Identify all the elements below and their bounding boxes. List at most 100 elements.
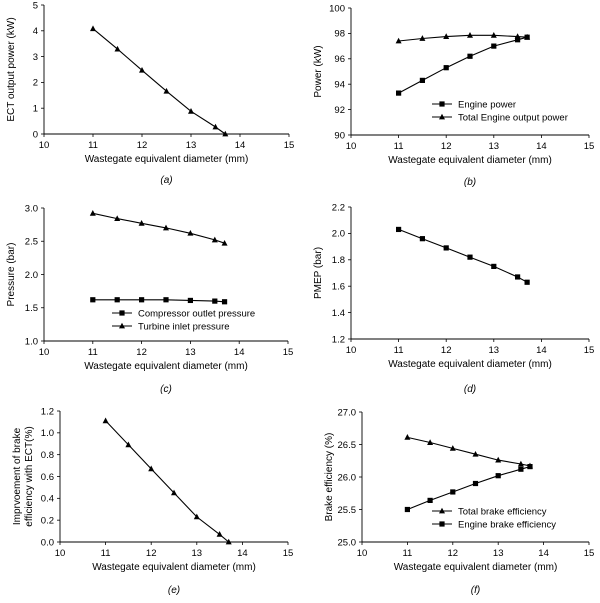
x-tick-label: 14 (536, 141, 547, 152)
data-point (139, 297, 145, 303)
data-point (449, 445, 456, 451)
x-tick-label: 15 (584, 141, 595, 152)
series-line (105, 420, 230, 543)
legend-label: Turbine inlet pressure (138, 321, 230, 332)
data-point (495, 456, 502, 463)
y-tick-label: 1.6 (332, 282, 345, 293)
panel-label: (f) (471, 585, 480, 596)
y-tick-label: 1.2 (41, 406, 54, 417)
legend-marker (439, 113, 445, 120)
y-tick-label: 25.0 (338, 537, 357, 548)
x-tick-label: 10 (39, 140, 50, 151)
x-tick-label: 10 (346, 345, 357, 356)
y-tick-label: 1.5 (25, 303, 38, 314)
legend-marker (439, 101, 445, 107)
data-point (212, 298, 218, 304)
x-tick-label: 11 (88, 347, 98, 358)
series-line (92, 28, 226, 135)
x-tick-label: 15 (283, 548, 294, 559)
chart-2: 10 11 12 13 14 15 90 92 94 96 98 100 Wastegate equiv… (313, 3, 594, 188)
legend: Engine power Total Engine output power (432, 99, 568, 123)
series-line (92, 212, 225, 244)
y-axis-label: PMEP (bar) (313, 247, 324, 299)
y-tick-label: 2 (33, 78, 38, 89)
data-point (193, 513, 200, 520)
y-tick-label: 1.8 (332, 255, 345, 266)
data-point (472, 480, 479, 487)
data-point (221, 299, 228, 305)
series-2 (404, 464, 533, 513)
x-tick-label: 14 (235, 140, 246, 151)
legend-label: Compressor outlet pressure (138, 308, 255, 319)
data-point (221, 239, 228, 246)
data-point (163, 297, 169, 303)
y-tick-label: 1.0 (41, 428, 54, 439)
data-point (517, 460, 524, 467)
x-tick-label: 13 (493, 548, 504, 559)
legend-label: Engine brake efficiency (458, 519, 556, 530)
legend: Total brake efficiency Engine brake effic… (432, 506, 556, 530)
data-point (125, 441, 132, 448)
data-point (490, 32, 497, 38)
x-tick-label: 14 (234, 347, 245, 358)
data-point (404, 434, 411, 440)
legend-marker (439, 521, 445, 527)
x-axis-label: Wastegate equivalent diameter (mm) (84, 361, 248, 372)
data-point (396, 90, 402, 96)
y-axis-label: Imprvoement of brakeefficiency with ECT(… (12, 426, 35, 526)
x-tick-label: 14 (538, 548, 549, 559)
data-point (89, 210, 96, 216)
series-line (398, 34, 528, 42)
data-point (187, 297, 193, 304)
y-tick-label: 96 (334, 54, 345, 65)
x-axis-label: Wastegate equivalent diameter (mm) (388, 359, 552, 370)
y-tick-label: 25.5 (338, 505, 357, 516)
legend: Compressor outlet pressure Turbine inlet … (112, 308, 255, 332)
data-point (443, 33, 450, 39)
y-axis-label-line: efficiency with ECT(%) (24, 426, 35, 526)
data-point (467, 32, 473, 38)
x-tick-label: 14 (237, 548, 248, 559)
x-tick-label: 11 (101, 548, 111, 559)
x-tick-label: 12 (137, 140, 148, 151)
x-tick-label: 15 (284, 140, 295, 151)
data-point (514, 33, 521, 39)
x-axis-label: Wastegate equivalent diameter (mm) (394, 562, 558, 573)
y-tick-label: 2.5 (25, 237, 38, 248)
data-point (443, 245, 449, 251)
y-tick-label: 0.6 (41, 472, 54, 483)
data-point (450, 489, 456, 495)
x-tick-label: 15 (584, 345, 595, 356)
x-tick-label: 12 (441, 141, 452, 152)
data-point (427, 439, 434, 445)
data-point (491, 263, 497, 269)
series-2 (89, 210, 228, 246)
legend-label: Total brake efficiency (458, 506, 547, 517)
x-tick-label: 13 (489, 345, 500, 356)
y-tick-label: 1.0 (25, 336, 38, 347)
x-tick-label: 11 (88, 140, 98, 151)
data-point (524, 33, 531, 40)
series-2 (395, 32, 531, 44)
y-axis-label: Power (kW) (313, 45, 324, 97)
data-point (148, 465, 155, 472)
data-point (527, 464, 533, 470)
x-tick-label: 13 (185, 347, 196, 358)
y-axis-label-line: Imprvoement of brake (12, 427, 23, 525)
data-point (427, 497, 433, 503)
y-tick-label: 0.4 (41, 494, 54, 505)
data-point (102, 417, 109, 424)
x-tick-label: 13 (192, 548, 203, 559)
data-point (467, 254, 473, 260)
y-tick-label: 2.2 (332, 202, 345, 213)
x-tick-label: 10 (55, 548, 66, 559)
data-point (524, 279, 530, 285)
x-tick-label: 15 (283, 347, 294, 358)
data-point (419, 236, 425, 242)
y-tick-label: 3 (33, 52, 38, 63)
series-line (92, 299, 225, 303)
legend-marker (119, 322, 125, 329)
series-1 (102, 417, 232, 545)
data-point (419, 35, 426, 41)
